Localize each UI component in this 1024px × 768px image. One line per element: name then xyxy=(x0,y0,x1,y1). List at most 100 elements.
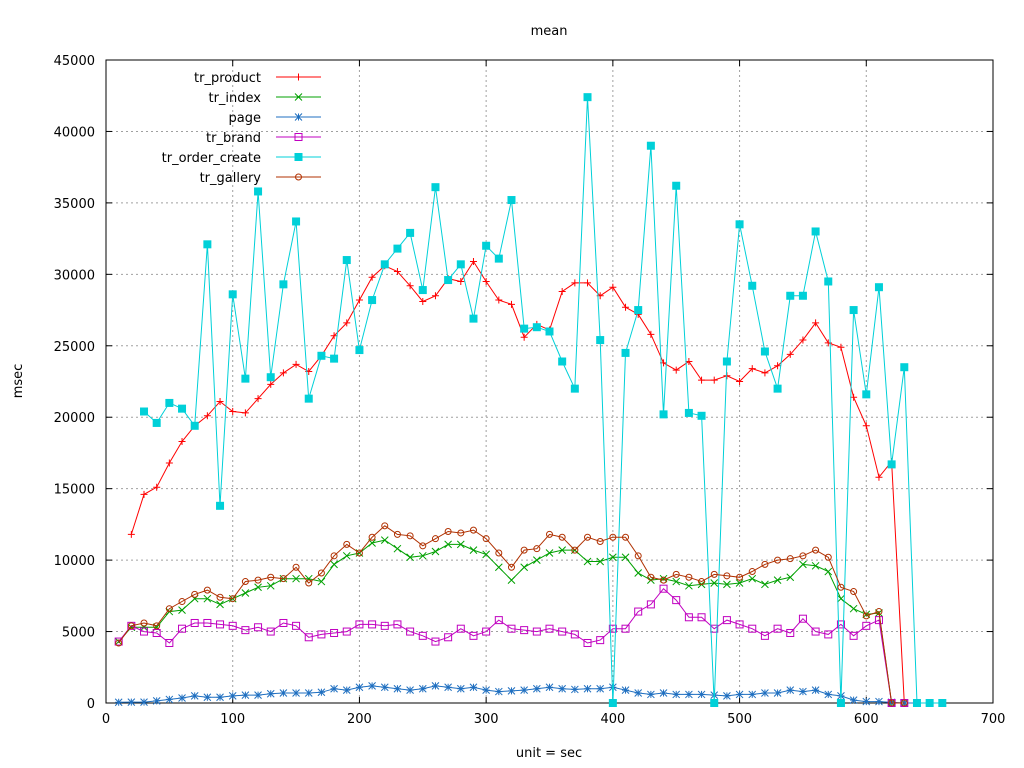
data-point xyxy=(431,535,439,543)
data-point xyxy=(925,699,934,707)
data-point xyxy=(735,579,744,587)
data-point xyxy=(697,613,706,622)
data-point xyxy=(634,607,643,616)
data-point xyxy=(647,690,655,699)
data-point xyxy=(342,551,351,560)
data-point xyxy=(685,690,693,699)
data-point xyxy=(342,686,351,694)
data-point xyxy=(507,196,516,205)
data-point xyxy=(723,580,731,589)
data-point xyxy=(355,620,364,629)
x-tick-label: 100 xyxy=(220,712,245,727)
data-point xyxy=(735,620,744,629)
data-point xyxy=(672,690,681,699)
data-point xyxy=(191,590,199,598)
data-point xyxy=(748,365,756,373)
data-point xyxy=(216,593,224,601)
data-point xyxy=(875,608,883,616)
data-point xyxy=(583,93,592,102)
data-point xyxy=(900,699,908,707)
data-point xyxy=(178,694,186,702)
data-point xyxy=(431,547,440,556)
data-point xyxy=(317,569,325,577)
data-point xyxy=(761,689,769,697)
data-point xyxy=(874,283,883,292)
x-axis-ticks: 0 100 200 300 400 500 600 700 xyxy=(102,60,1005,727)
x-tick-label: 500 xyxy=(727,712,752,727)
data-point xyxy=(900,363,909,372)
data-point xyxy=(786,291,795,300)
data-point xyxy=(634,552,642,560)
y-tick-label: 10000 xyxy=(54,554,95,569)
series-tr_brand xyxy=(114,584,909,707)
data-point xyxy=(140,490,148,498)
data-point xyxy=(646,600,655,609)
data-point xyxy=(849,696,858,704)
data-point xyxy=(380,621,389,630)
data-point xyxy=(203,586,211,594)
data-point xyxy=(469,683,478,692)
data-point xyxy=(279,369,287,377)
data-point xyxy=(457,277,465,285)
data-point xyxy=(735,220,744,229)
data-point xyxy=(153,622,161,630)
data-point xyxy=(343,319,351,327)
data-point xyxy=(127,530,135,538)
data-point xyxy=(241,374,250,383)
data-point xyxy=(254,576,262,584)
series-line xyxy=(118,685,917,704)
data-point xyxy=(812,319,820,327)
y-axis-label: msec xyxy=(11,364,26,399)
data-point xyxy=(178,438,186,446)
data-point xyxy=(736,573,744,581)
data-point xyxy=(609,533,617,541)
data-point xyxy=(266,627,275,636)
data-point xyxy=(482,627,491,636)
legend-marker xyxy=(295,173,302,181)
data-point xyxy=(495,549,503,557)
data-point xyxy=(368,533,376,541)
data-point xyxy=(608,699,617,707)
data-point xyxy=(292,217,301,226)
data-point xyxy=(862,697,871,706)
data-point xyxy=(380,683,389,692)
data-point xyxy=(456,260,465,269)
data-point xyxy=(203,693,212,702)
data-point xyxy=(330,684,338,693)
data-point xyxy=(622,533,630,541)
data-point xyxy=(495,296,503,304)
data-point xyxy=(114,698,123,707)
y-tick-label: 30000 xyxy=(54,268,95,283)
data-point xyxy=(558,546,567,554)
data-point xyxy=(140,619,148,627)
legend-marker xyxy=(295,73,302,81)
data-point xyxy=(698,578,706,586)
data-point xyxy=(875,473,883,481)
legend-entry: tr_gallery xyxy=(200,171,321,186)
legend-marker xyxy=(294,93,303,101)
data-point xyxy=(748,568,756,576)
data-point xyxy=(368,273,376,281)
legend-label: tr_product xyxy=(194,71,261,86)
data-point xyxy=(140,698,148,706)
data-point xyxy=(482,686,490,694)
y-tick-label: 20000 xyxy=(54,411,95,426)
data-point xyxy=(773,624,782,633)
series-line xyxy=(118,525,905,704)
data-point xyxy=(570,685,579,694)
data-point xyxy=(482,277,490,285)
data-point xyxy=(558,357,567,366)
data-point xyxy=(152,418,161,427)
data-point xyxy=(786,573,795,582)
data-point xyxy=(836,699,845,707)
data-point xyxy=(190,692,199,700)
data-point xyxy=(140,407,149,416)
data-point xyxy=(546,530,553,538)
data-point xyxy=(849,604,858,613)
data-point xyxy=(305,579,313,587)
data-point xyxy=(216,398,224,406)
data-point xyxy=(774,556,782,564)
y-tick-label: 40000 xyxy=(54,125,95,140)
data-point xyxy=(799,687,807,696)
data-point xyxy=(267,380,275,388)
